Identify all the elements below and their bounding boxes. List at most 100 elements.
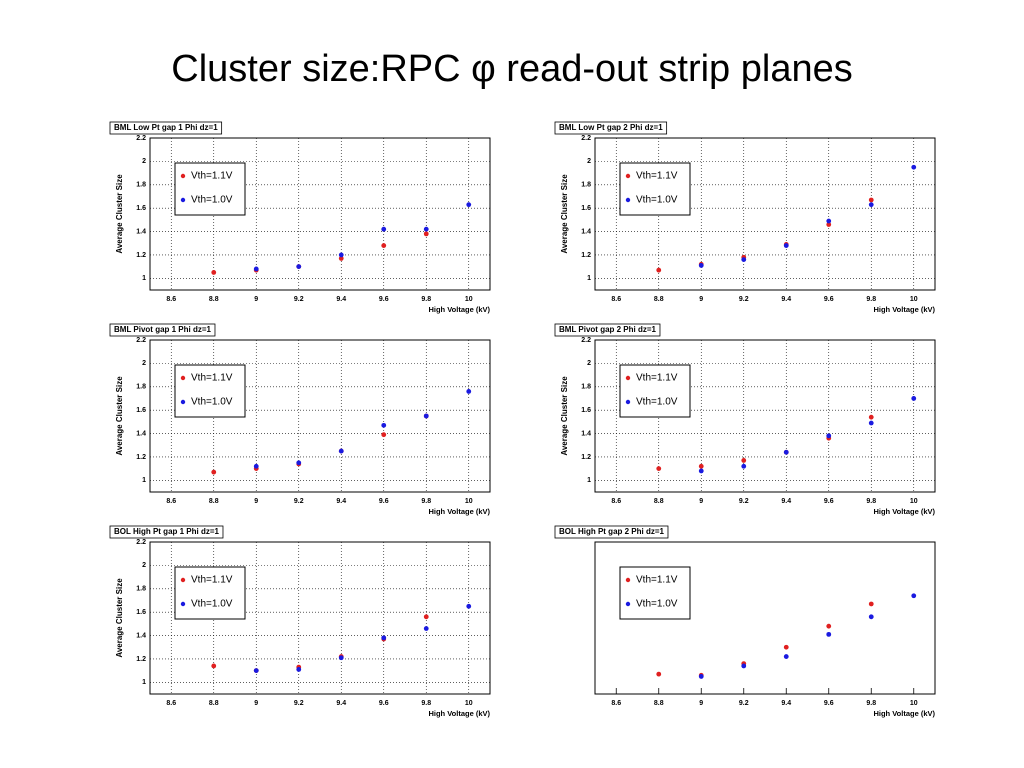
x-tick-label: 9.4 (781, 700, 791, 707)
title-box (554, 525, 669, 539)
y-tick-label: 2.2 (581, 135, 591, 142)
legend-label: Vth=1.0V (636, 397, 678, 408)
legend-label: Vth=1.1V (191, 171, 233, 182)
legend-box (619, 566, 691, 620)
chart: BML Low Pt gap 1 Phi dz=1 8.6 8.8 9 9.2 9.4 9.… (109, 121, 491, 314)
legend-marker (180, 601, 186, 607)
x-tick-label: 8.8 (209, 700, 219, 707)
data-point (253, 463, 259, 469)
data-point (698, 463, 704, 469)
legend-label: Vth=1.0V (191, 397, 233, 408)
x-tick-label: 9.6 (824, 296, 834, 303)
data-point (296, 460, 302, 466)
data-point (423, 626, 429, 631)
x-tick-label: 9.4 (336, 296, 346, 303)
data-point (868, 202, 874, 208)
x-tick-label: 8.6 (611, 700, 621, 707)
y-tick-label: 2.2 (136, 135, 146, 142)
y-axis-label: Average Cluster Size (115, 376, 124, 456)
y-tick-label: 2 (142, 360, 146, 367)
y-tick-label: 2 (587, 360, 591, 367)
y-tick-label: 1.6 (136, 609, 146, 616)
x-tick-label: 10 (910, 700, 918, 707)
legend-marker (625, 173, 631, 179)
y-tick-label: 1.8 (136, 182, 146, 189)
y-tick-label: 2 (142, 562, 146, 569)
legend-label: Vth=1.0V (636, 599, 678, 610)
title-box (109, 525, 224, 539)
data-point (466, 202, 472, 208)
chart: BML Pivot gap 2 Phi dz=1 8.6 8.8 9 9.2 9.4 9.6… (554, 323, 936, 516)
data-point (826, 623, 832, 629)
data-point (656, 466, 662, 472)
y-tick-label: 1.8 (136, 384, 146, 391)
slide-title: Cluster size:RPC φ read-out strip planes (171, 48, 853, 90)
x-tick-label: 10 (910, 498, 918, 505)
data-point (381, 635, 387, 641)
data-point (698, 468, 704, 474)
x-tick-label: 9.2 (294, 296, 304, 303)
y-tick-label: 2.2 (581, 337, 591, 344)
y-tick-label: 1.4 (136, 632, 146, 639)
chart-title: BML Pivot gap 2 Phi dz=1 (559, 325, 657, 334)
y-axis-label: Average Cluster Size (560, 376, 569, 456)
x-tick-label: 9.4 (781, 498, 791, 505)
data-point (466, 389, 472, 394)
x-tick-label: 8.6 (166, 700, 176, 707)
x-tick-label: 8.8 (209, 296, 219, 303)
y-axis-label: Average Cluster Size (115, 174, 124, 254)
data-point (741, 458, 747, 463)
data-point (423, 231, 429, 237)
x-axis-label: High Voltage (kV) (873, 709, 935, 718)
x-tick-label: 9.6 (379, 700, 389, 707)
data-point (783, 654, 789, 659)
x-tick-label: 10 (465, 700, 473, 707)
x-tick-label: 8.6 (611, 498, 621, 505)
y-tick-label: 1.2 (581, 454, 591, 461)
legend-box (174, 566, 246, 620)
data-point (253, 668, 259, 674)
data-point (868, 420, 874, 426)
y-tick-label: 1.4 (136, 430, 146, 437)
x-tick-label: 8.8 (654, 700, 664, 707)
title-box (554, 121, 668, 135)
data-point (868, 601, 874, 607)
y-axis-label: Average Cluster Size (560, 174, 569, 254)
x-axis-label: High Voltage (kV) (428, 507, 490, 516)
legend-box (619, 364, 691, 418)
legend-marker (180, 399, 186, 405)
y-tick-label: 2 (587, 158, 591, 165)
chart: BML Low Pt gap 2 Phi dz=1 8.6 8.8 9 9.2 9.4 9.… (554, 121, 936, 314)
legend-label: Vth=1.1V (636, 171, 678, 182)
data-point (423, 413, 429, 419)
data-point (698, 263, 704, 268)
y-tick-label: 1.6 (136, 407, 146, 414)
chart: BML Pivot gap 1 Phi dz=1 8.6 8.8 9 9.2 9.4 9.6… (109, 323, 491, 516)
x-tick-label: 9.6 (379, 296, 389, 303)
y-tick-label: 1 (142, 275, 146, 282)
data-point (381, 432, 387, 438)
data-point (381, 422, 387, 428)
data-point (296, 667, 302, 672)
x-tick-label: 10 (465, 498, 473, 505)
x-tick-label: 10 (465, 296, 473, 303)
y-tick-label: 1 (587, 275, 591, 282)
x-tick-label: 9.2 (739, 296, 749, 303)
legend-box (619, 162, 691, 216)
data-point (381, 226, 387, 232)
legend-label: Vth=1.1V (191, 575, 233, 586)
data-point (211, 270, 217, 275)
data-point (338, 252, 344, 258)
x-tick-label: 9.6 (379, 498, 389, 505)
data-point (253, 266, 259, 272)
y-tick-label: 1.4 (581, 430, 591, 437)
x-axis-label: High Voltage (kV) (428, 305, 490, 314)
y-axis-label: Average Cluster Size (115, 578, 124, 658)
legend-marker (180, 375, 186, 381)
x-tick-label: 9.2 (294, 498, 304, 505)
x-tick-label: 8.8 (654, 498, 664, 505)
data-point (466, 603, 472, 609)
x-tick-label: 8.8 (209, 498, 219, 505)
y-tick-label: 1.8 (581, 182, 591, 189)
x-axis-label: High Voltage (kV) (873, 507, 935, 516)
